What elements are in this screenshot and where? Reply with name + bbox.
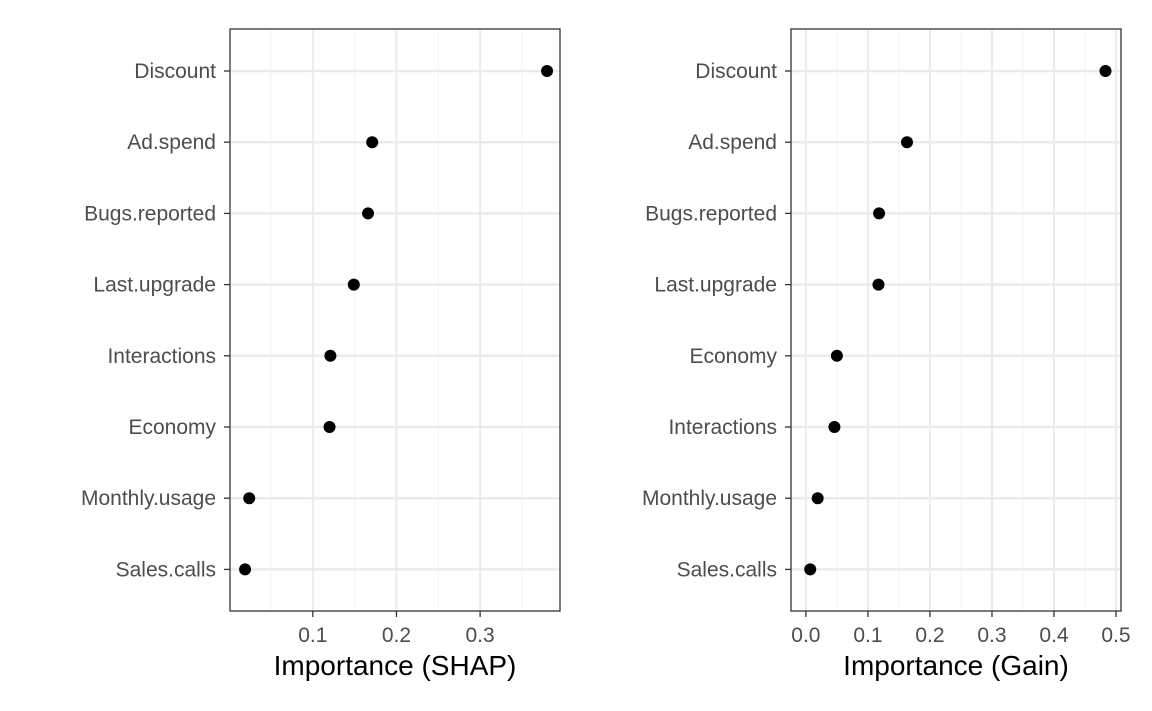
x-tick-label: 0.2 [382, 624, 411, 647]
x-tick-label: 0.5 [1101, 624, 1130, 647]
data-point [366, 136, 379, 149]
y-tick-label: Monthly.usage [81, 487, 216, 510]
data-point [243, 492, 256, 505]
x-tick-label: 0.1 [853, 624, 882, 647]
y-tick-label: Bugs.reported [645, 202, 777, 225]
data-point [873, 207, 886, 220]
data-point [1099, 65, 1112, 77]
data-point [804, 563, 817, 576]
y-tick-label: Ad.spend [688, 131, 777, 154]
y-tick-label: Interactions [107, 345, 216, 368]
x-tick-label: 0.1 [298, 624, 327, 647]
data-point [362, 207, 375, 220]
y-tick-label: Economy [689, 345, 777, 368]
panel-border [229, 28, 561, 612]
data-point [324, 349, 337, 362]
data-point [323, 421, 336, 433]
y-tick-label: Discount [695, 60, 777, 83]
y-tick-label: Sales.calls [677, 558, 777, 581]
data-point [347, 278, 360, 291]
y-tick-label: Discount [134, 60, 216, 83]
y-tick-label: Ad.spend [127, 131, 216, 154]
panel-2: Discount Ad.spend Bugs.reported Last.upgrad… [642, 28, 1131, 681]
x-tick-label: 0.4 [1039, 624, 1069, 647]
data-point [239, 563, 252, 576]
x-tick-label: 0.3 [977, 624, 1006, 647]
data-point [811, 492, 824, 505]
panel-border [790, 28, 1122, 612]
y-tick-label: Last.upgrade [654, 274, 777, 297]
data-point [872, 278, 885, 291]
y-tick-label: Sales.calls [116, 558, 216, 581]
x-axis-title: Importance (SHAP) [274, 650, 517, 681]
y-tick-label: Monthly.usage [642, 487, 777, 510]
data-point [828, 421, 841, 433]
y-tick-label: Bugs.reported [84, 202, 216, 225]
data-point [900, 136, 913, 149]
x-tick-label: 0.2 [915, 624, 944, 647]
y-tick-label: Economy [128, 416, 216, 439]
x-tick-label: 0.0 [791, 624, 820, 647]
data-point [830, 349, 843, 362]
x-tick-label: 0.3 [466, 624, 495, 647]
x-axis-title: Importance (Gain) [843, 650, 1069, 681]
data-point [541, 65, 554, 77]
panel-1: Discount Ad.spend Bugs.reported Last.upgrad… [81, 28, 561, 681]
y-tick-label: Interactions [668, 416, 777, 439]
y-tick-label: Last.upgrade [93, 274, 216, 297]
